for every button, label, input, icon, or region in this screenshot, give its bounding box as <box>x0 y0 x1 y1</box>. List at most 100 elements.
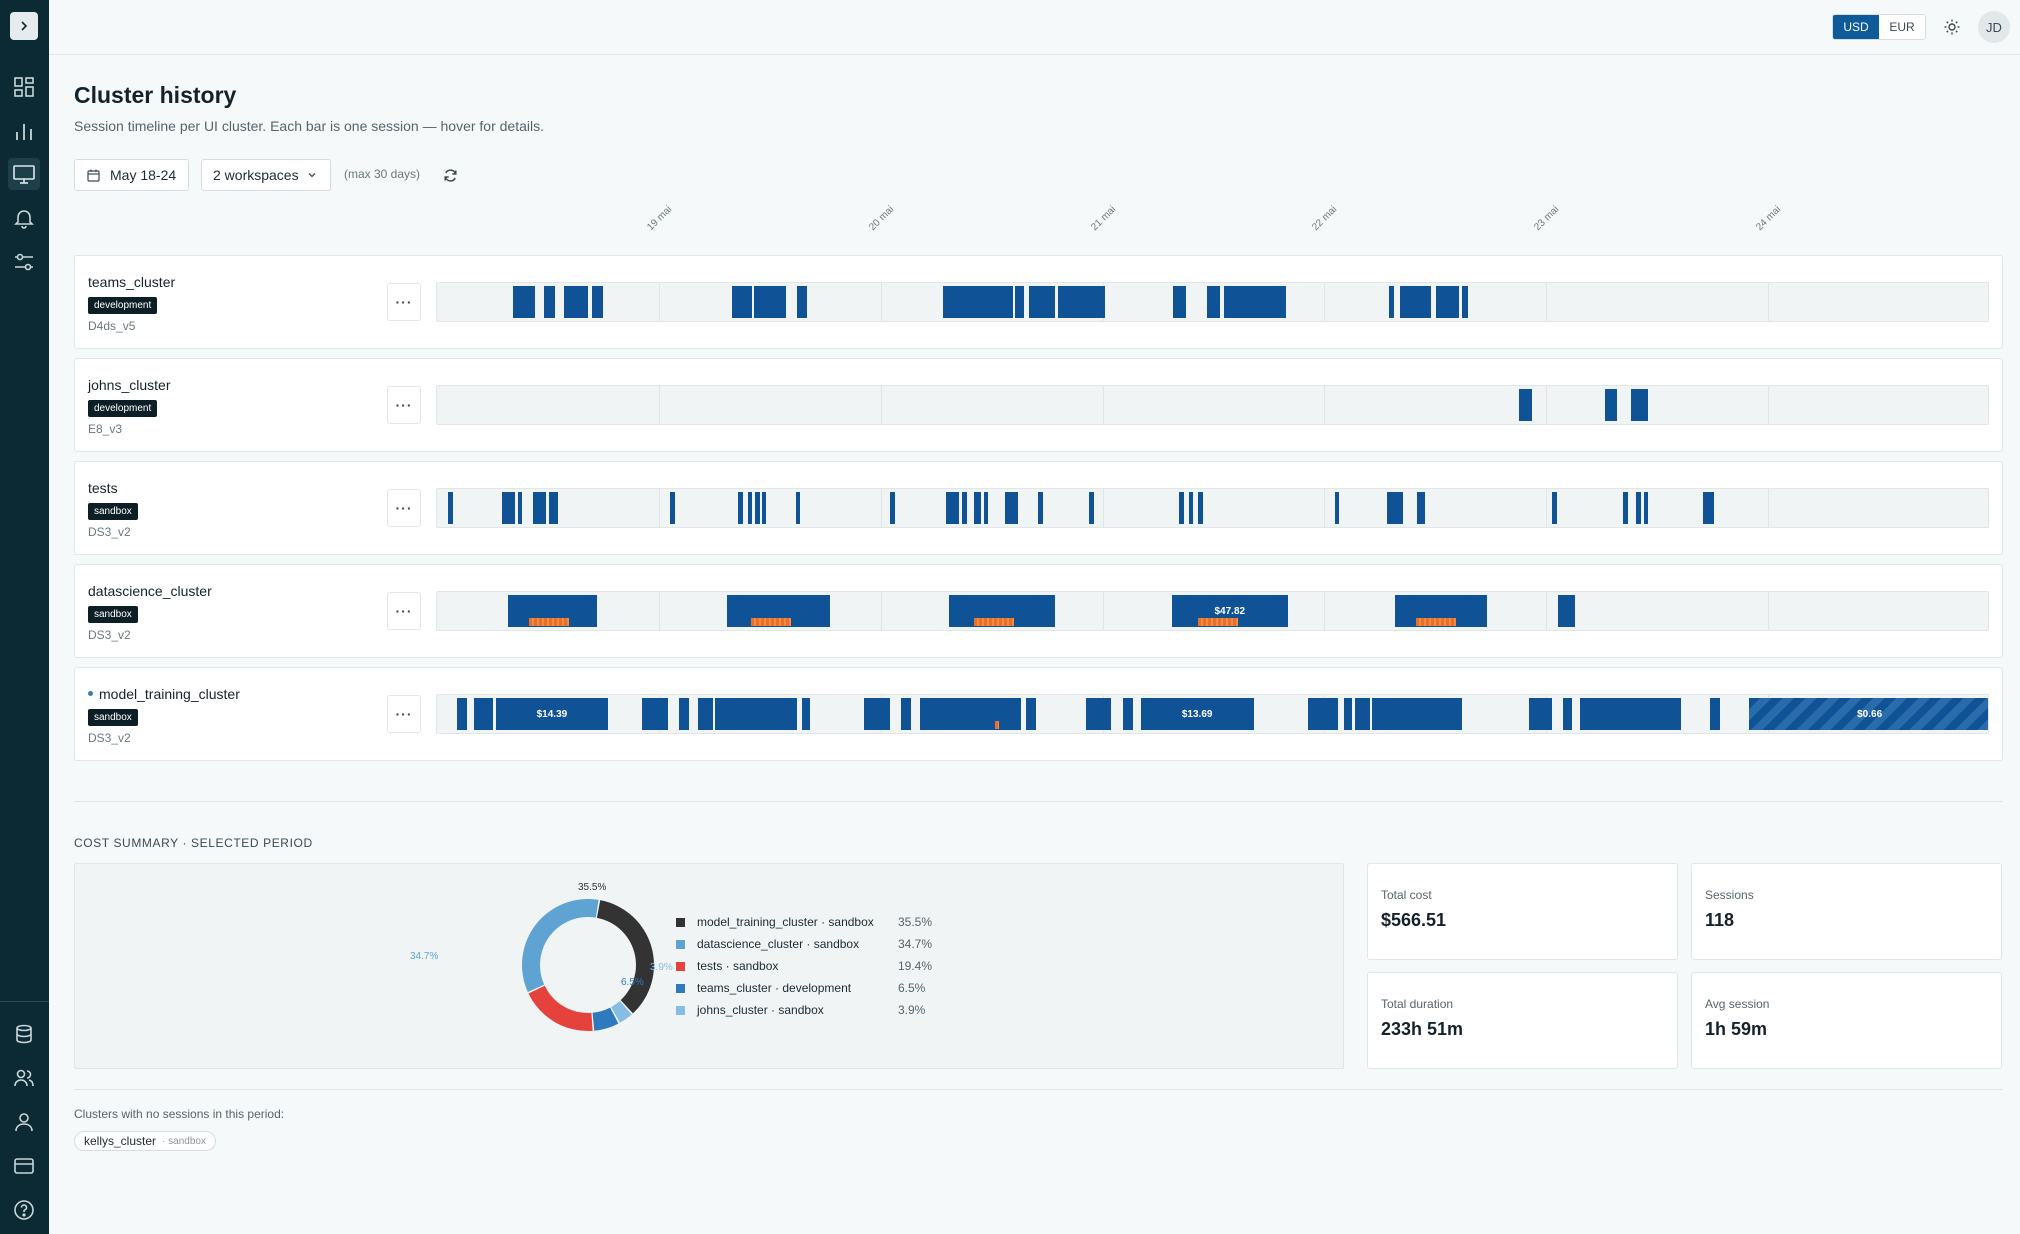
session-bar[interactable] <box>1416 492 1425 524</box>
session-bar[interactable]: $13.69 <box>1140 698 1254 730</box>
session-bar[interactable] <box>1399 286 1431 318</box>
sidebar-expand-button[interactable] <box>10 12 38 40</box>
session-bar[interactable] <box>1702 492 1714 524</box>
donut-slice[interactable] <box>528 985 593 1031</box>
session-bar[interactable] <box>1631 389 1649 421</box>
session-bar[interactable] <box>714 698 718 730</box>
session-bar[interactable] <box>1388 286 1394 318</box>
session-bar[interactable] <box>1354 698 1371 730</box>
session-bar[interactable] <box>1343 698 1352 730</box>
refresh-button[interactable] <box>440 165 460 185</box>
date-range-picker[interactable]: May 18-24 <box>74 159 189 191</box>
cluster-name[interactable]: datascience_cluster <box>88 583 212 599</box>
session-bar[interactable] <box>1580 698 1681 730</box>
session-bar[interactable] <box>718 698 798 730</box>
session-bar[interactable] <box>795 492 801 524</box>
session-bar[interactable] <box>801 698 810 730</box>
session-bar[interactable] <box>1334 492 1340 524</box>
session-bar[interactable] <box>1623 492 1629 524</box>
donut-slice[interactable] <box>611 1000 632 1023</box>
sidebar-item-help[interactable] <box>8 1194 40 1226</box>
session-bar[interactable] <box>533 492 546 524</box>
cluster-name[interactable]: model_training_cluster <box>88 686 240 702</box>
session-bar[interactable] <box>513 286 535 318</box>
session-bar[interactable] <box>943 286 1014 318</box>
session-bar[interactable] <box>1461 286 1469 318</box>
session-bar[interactable] <box>974 492 981 524</box>
session-bar[interactable] <box>1558 595 1576 627</box>
session-bar[interactable] <box>1562 698 1573 730</box>
session-bar[interactable] <box>1005 492 1018 524</box>
session-bar[interactable] <box>732 286 753 318</box>
session-bar[interactable] <box>1197 492 1203 524</box>
donut-slice[interactable] <box>522 899 599 993</box>
currency-eur-button[interactable]: EUR <box>1889 20 1915 34</box>
session-bar[interactable] <box>1395 595 1487 627</box>
session-bar[interactable] <box>553 492 559 524</box>
session-bar[interactable] <box>1173 286 1186 318</box>
theme-toggle-button[interactable] <box>1940 15 1964 39</box>
session-bar[interactable] <box>1635 492 1641 524</box>
session-bar[interactable] <box>548 492 554 524</box>
session-bar[interactable] <box>641 698 669 730</box>
session-bar[interactable] <box>961 492 967 524</box>
session-bar[interactable] <box>1025 698 1037 730</box>
session-bar[interactable] <box>738 492 743 524</box>
legend-item[interactable]: johns_cluster · sandbox <box>676 1002 824 1018</box>
session-bar[interactable]: $14.39 <box>496 698 608 730</box>
session-bar[interactable] <box>761 492 767 524</box>
sidebar-item-billing[interactable] <box>8 1150 40 1182</box>
user-avatar[interactable]: JD <box>1978 11 2010 43</box>
session-bar[interactable] <box>517 492 523 524</box>
session-bar[interactable] <box>1308 698 1338 730</box>
session-bar[interactable] <box>901 698 911 730</box>
session-bar[interactable] <box>864 698 891 730</box>
legend-item[interactable]: teams_cluster · development <box>676 980 851 996</box>
sidebar-item-dashboard[interactable] <box>8 71 40 103</box>
cluster-name[interactable]: johns_cluster <box>88 377 171 393</box>
session-bar[interactable] <box>1519 389 1532 421</box>
session-bar[interactable] <box>1086 698 1111 730</box>
no-session-cluster-chip[interactable]: kellys_cluster · sandbox <box>74 1131 216 1151</box>
session-bar[interactable] <box>508 595 597 627</box>
session-bar[interactable] <box>1435 286 1459 318</box>
session-bar[interactable] <box>747 492 753 524</box>
donut-slice[interactable] <box>596 900 654 1014</box>
session-bar[interactable] <box>983 492 989 524</box>
session-bar[interactable] <box>679 698 689 730</box>
session-bar[interactable] <box>1179 492 1184 524</box>
session-bar[interactable] <box>1643 492 1649 524</box>
row-more-menu-button[interactable]: ··· <box>387 695 421 733</box>
session-bar[interactable] <box>1014 286 1025 318</box>
donut-slice[interactable] <box>592 1007 619 1031</box>
sidebar-item-teams[interactable] <box>8 1062 40 1094</box>
session-bar[interactable] <box>1387 492 1403 524</box>
session-bar[interactable] <box>564 286 588 318</box>
legend-item[interactable]: tests · sandbox <box>676 958 778 974</box>
sidebar-item-databases[interactable] <box>8 1018 40 1050</box>
session-bar[interactable] <box>919 698 1021 730</box>
workspace-selector[interactable]: 2 workspaces <box>201 159 331 191</box>
session-bar[interactable] <box>474 698 493 730</box>
session-bar[interactable] <box>592 286 604 318</box>
session-bar[interactable] <box>502 492 515 524</box>
session-bar[interactable] <box>1710 698 1720 730</box>
sidebar-item-alerts[interactable] <box>8 202 40 234</box>
currency-usd-button[interactable]: USD <box>1833 15 1879 39</box>
row-more-menu-button[interactable]: ··· <box>387 489 421 527</box>
session-bar[interactable] <box>1089 492 1094 524</box>
session-bar[interactable] <box>890 492 896 524</box>
cluster-name[interactable]: teams_cluster <box>88 274 175 290</box>
session-bar[interactable] <box>1552 492 1557 524</box>
session-bar[interactable] <box>1038 492 1043 524</box>
session-bar[interactable] <box>949 595 1056 627</box>
sidebar-item-clusters[interactable] <box>8 158 40 190</box>
session-bar[interactable] <box>1058 286 1105 318</box>
legend-item[interactable]: model_training_cluster · sandbox <box>676 914 874 930</box>
sidebar-item-settings[interactable] <box>8 246 40 278</box>
session-bar[interactable] <box>1224 286 1287 318</box>
session-bar[interactable] <box>1188 492 1194 524</box>
session-bar[interactable] <box>1028 286 1056 318</box>
session-bar[interactable] <box>797 286 807 318</box>
session-bar[interactable] <box>1207 286 1220 318</box>
